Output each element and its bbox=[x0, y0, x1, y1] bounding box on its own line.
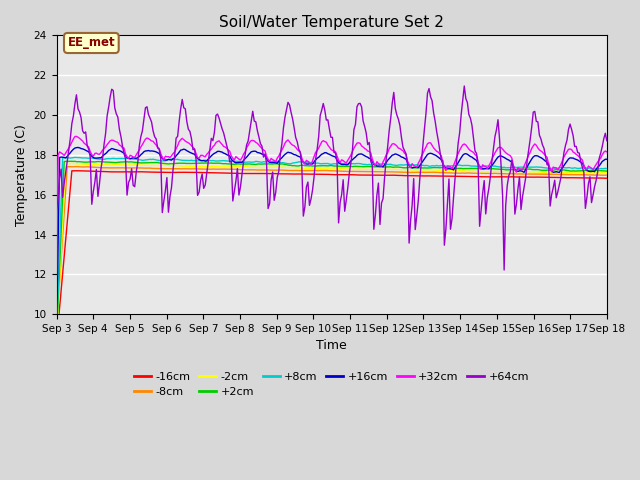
Legend: -16cm, -8cm, -2cm, +2cm, +8cm, +16cm, +32cm, +64cm: -16cm, -8cm, -2cm, +2cm, +8cm, +16cm, +3… bbox=[130, 367, 533, 402]
X-axis label: Time: Time bbox=[316, 339, 347, 352]
Title: Soil/Water Temperature Set 2: Soil/Water Temperature Set 2 bbox=[220, 15, 444, 30]
Text: EE_met: EE_met bbox=[68, 36, 115, 49]
Y-axis label: Temperature (C): Temperature (C) bbox=[15, 124, 28, 226]
